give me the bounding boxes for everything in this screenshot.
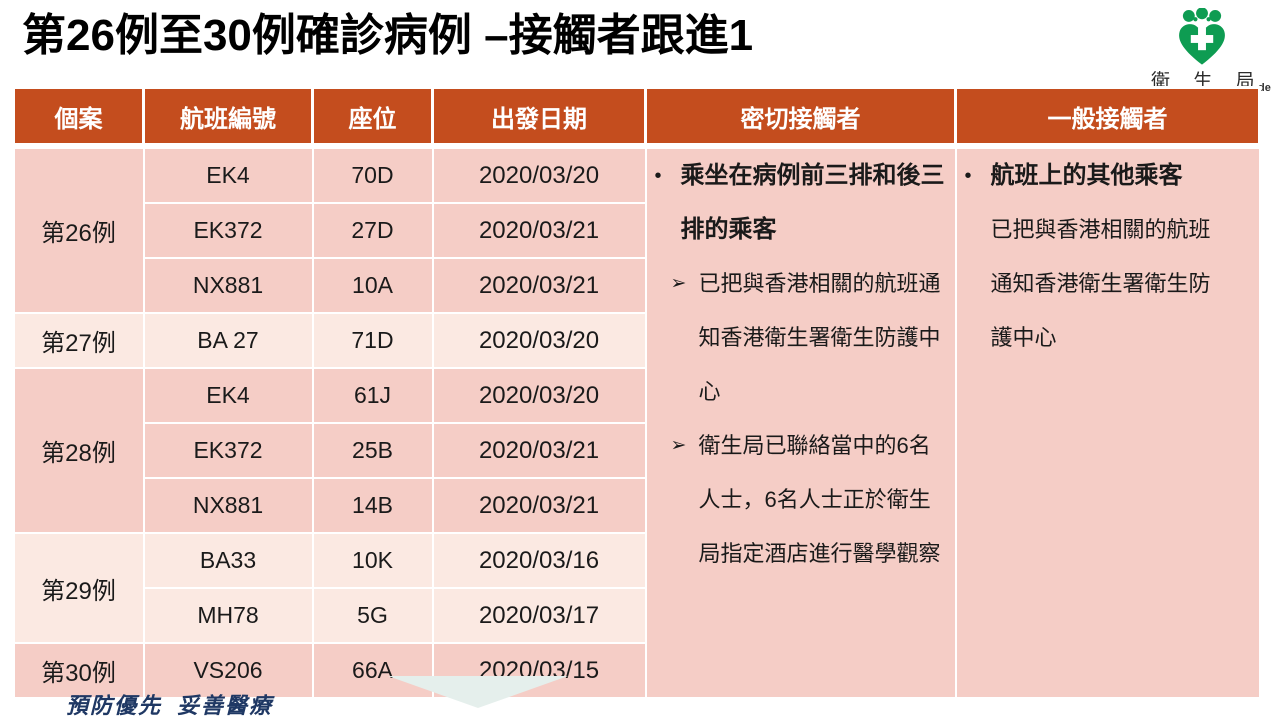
seat-cell: 70D (311, 145, 434, 204)
case-label: 第28例 (12, 367, 145, 534)
case-label: 第29例 (12, 532, 145, 644)
table-row: MH78 5G 2020/03/17 (14, 587, 1260, 644)
arrow-bullet-icon: ➢ (670, 435, 687, 456)
seat-cell: 14B (311, 477, 434, 534)
case-label: 第27例 (12, 312, 145, 369)
flight-cell: EK4 (142, 367, 314, 424)
flight-cell: EK4 (142, 145, 314, 204)
date-cell: 2020/03/20 (431, 145, 647, 204)
close-contacts-lead: • 乘坐在病例前三排和後三排的乘客 (655, 149, 951, 257)
seat-cell: 66A (311, 642, 434, 699)
bullet-icon: • (654, 165, 662, 187)
close-contacts-cell: • 乘坐在病例前三排和後三排的乘客 ➢ 已把與香港相關的航班通知香港衛生署衛生防… (644, 145, 957, 699)
flight-cell: BA 27 (142, 312, 314, 369)
general-contacts-cell: • 航班上的其他乘客 已把與香港相關的航班通知香港衛生署衛生防護中心 (954, 145, 1261, 699)
contact-tracing-table: 個案 航班編號 座位 出發日期 密切接觸者 一般接觸者 第26例 EK4 70D… (12, 86, 1261, 699)
header-seat: 座位 (311, 86, 434, 149)
table-row: NX881 10A 2020/03/21 (14, 257, 1260, 314)
date-cell: 2020/03/16 (431, 532, 647, 589)
general-contacts-lead: • 航班上的其他乘客 (965, 149, 1255, 203)
flight-cell: NX881 (142, 477, 314, 534)
health-bureau-logo: 衛 生 局 de (1145, 6, 1275, 94)
flight-cell: NX881 (142, 257, 314, 314)
close-contacts-sub-1: ➢ 已把與香港相關的航班通知香港衛生署衛生防護中心 (671, 257, 951, 419)
heart-cross-icon (1179, 8, 1225, 65)
header-date: 出發日期 (431, 86, 647, 149)
seat-cell: 10K (311, 532, 434, 589)
header-flight: 航班編號 (142, 86, 314, 149)
footer-motto: 預防優先 妥善醫療 (66, 693, 274, 718)
seat-cell: 5G (311, 587, 434, 644)
date-cell: 2020/03/21 (431, 422, 647, 479)
date-cell: 2020/03/21 (431, 257, 647, 314)
close-contacts-sub-2: ➢ 衛生局已聯絡當中的6名人士，6名人士正於衛生局指定酒店進行醫學觀察 (671, 419, 951, 581)
date-cell: 2020/03/20 (431, 367, 647, 424)
table-row: 第26例 EK4 70D 2020/03/20 • 乘坐在病例前三排和後三排的乘… (12, 145, 1261, 699)
table-row: NX881 14B 2020/03/21 (14, 477, 1260, 534)
date-cell: 2020/03/21 (431, 477, 647, 534)
seat-cell: 27D (311, 202, 434, 259)
header-general-contacts: 一般接觸者 (954, 86, 1261, 149)
case-label: 第26例 (12, 145, 145, 314)
seat-cell: 25B (311, 422, 434, 479)
table-row: 第27例 BA 27 71D 2020/03/20 (12, 312, 1260, 369)
table-row: EK372 25B 2020/03/21 (14, 422, 1260, 479)
seat-cell: 10A (311, 257, 434, 314)
flight-cell: EK372 (142, 422, 314, 479)
header-case: 個案 (12, 86, 145, 149)
date-cell: 2020/03/21 (431, 202, 647, 259)
header-close-contacts: 密切接觸者 (644, 86, 957, 149)
seat-cell: 61J (311, 367, 434, 424)
table-row: 第28例 EK4 61J 2020/03/20 (12, 367, 1260, 534)
flight-cell: BA33 (142, 532, 314, 589)
table-header-row: 個案 航班編號 座位 出發日期 密切接觸者 一般接觸者 (12, 86, 1261, 149)
logo-subtext: de (1258, 82, 1271, 94)
case-label: 第30例 (12, 642, 145, 699)
flight-cell: MH78 (142, 587, 314, 644)
flight-cell: EK372 (142, 202, 314, 259)
flight-cell: VS206 (142, 642, 314, 699)
table-row: EK372 27D 2020/03/21 (14, 202, 1260, 259)
bullet-icon: • (964, 165, 972, 187)
arrow-bullet-icon: ➢ (670, 273, 687, 294)
date-cell: 2020/03/17 (431, 587, 647, 644)
date-cell: 2020/03/20 (431, 312, 647, 369)
table-row: 第29例 BA33 10K 2020/03/16 (12, 532, 1260, 644)
seat-cell: 71D (311, 312, 434, 369)
general-contacts-body: 已把與香港相關的航班通知香港衛生署衛生防護中心 (990, 217, 1211, 350)
page-title: 第26例至30例確診病例 –接觸者跟進1 (22, 11, 754, 60)
